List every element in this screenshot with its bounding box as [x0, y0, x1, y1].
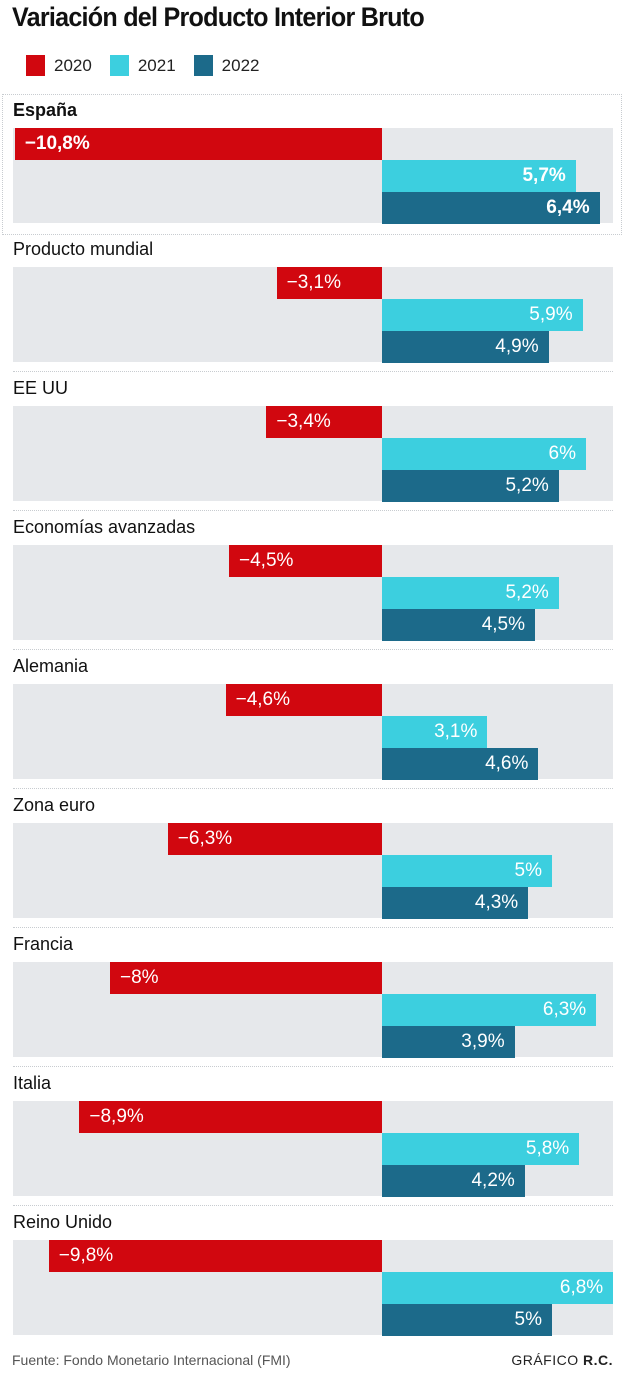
- legend-swatch: [109, 55, 129, 76]
- bar-2022: 4,5%: [382, 609, 535, 641]
- category-group: Zona euro −6,3% 5% 4,3%: [0, 795, 625, 934]
- data-label: 5,2%: [505, 475, 549, 496]
- data-label: −6,3%: [177, 828, 233, 849]
- legend-swatch: [193, 55, 213, 76]
- highlight-box: [2, 94, 622, 235]
- group-separator: [13, 788, 613, 789]
- bar-2022: 3,9%: [382, 1026, 515, 1058]
- category-label: Producto mundial: [13, 239, 154, 259]
- legend-label: 2021: [137, 55, 176, 75]
- bar-2020: −4,6%: [225, 684, 382, 716]
- category-label: Economías avanzadas: [13, 517, 196, 537]
- category-group: Francia −8% 6,3% 3,9%: [0, 934, 625, 1073]
- data-label: 4,6%: [485, 753, 529, 774]
- bar-2022: 4,3%: [382, 887, 529, 919]
- data-label: 4,2%: [471, 1170, 515, 1191]
- category-group: Alemania −4,6% 3,1% 4,6%: [0, 656, 625, 795]
- group-separator: [13, 649, 613, 650]
- data-label: 4,5%: [481, 614, 525, 635]
- category-label: Italia: [13, 1073, 52, 1093]
- category-label: Reino Unido: [13, 1212, 113, 1232]
- bar-2020: −6,3%: [167, 823, 382, 855]
- legend-label: 2022: [221, 55, 260, 75]
- data-label: 3,9%: [461, 1031, 505, 1052]
- bar-2020: −8%: [110, 962, 382, 994]
- bar-2021: 5,8%: [382, 1133, 580, 1165]
- group-separator: [13, 371, 613, 372]
- category-group: España −10,8% 5,7% 6,4%: [0, 100, 625, 239]
- data-label: −10,8%: [24, 133, 90, 154]
- data-label: −8,9%: [89, 1106, 144, 1127]
- category-label: Zona euro: [13, 795, 96, 815]
- data-label: 5%: [514, 1309, 542, 1330]
- bar-2022: 4,9%: [382, 331, 549, 363]
- category-group: Economías avanzadas −4,5% 5,2% 4,5%: [0, 517, 625, 656]
- bar-2021: 5%: [382, 855, 552, 887]
- data-label: −3,1%: [286, 272, 341, 293]
- data-label: 6,8%: [559, 1277, 604, 1298]
- data-label: 3,1%: [434, 721, 478, 742]
- category-label: España: [13, 100, 78, 120]
- bar-2020: −8,9%: [79, 1101, 382, 1133]
- data-label: 6,3%: [542, 999, 587, 1020]
- data-label: 5,9%: [529, 304, 573, 325]
- bar-2021: 6,8%: [382, 1272, 614, 1304]
- bar-2020: −3,4%: [266, 406, 382, 438]
- data-label: 4,3%: [474, 892, 519, 913]
- legend-item-2022: 2022: [193, 55, 260, 76]
- category-group: Reino Unido −9,8% 6,8% 5%: [0, 1212, 625, 1351]
- bar-2020: −10,8%: [14, 128, 382, 160]
- category-label: EE UU: [13, 378, 69, 398]
- bar-2020: −3,1%: [276, 267, 382, 299]
- bar-2021: 5,7%: [382, 160, 576, 192]
- legend-item-2021: 2021: [109, 55, 176, 76]
- category-label: Alemania: [13, 656, 89, 676]
- bar-2022: 5,2%: [382, 470, 559, 502]
- group-separator: [13, 1066, 613, 1067]
- data-label: 5,7%: [522, 165, 566, 186]
- data-label: 5,8%: [525, 1138, 570, 1159]
- bar-2020: −9,8%: [48, 1240, 382, 1272]
- data-label: −4,6%: [235, 689, 290, 710]
- data-label: 5%: [514, 860, 542, 881]
- group-separator: [13, 1205, 613, 1206]
- category-group: Producto mundial −3,1% 5,9% 4,9%: [0, 239, 625, 378]
- data-label: 6,4%: [546, 197, 590, 218]
- bar-2022: 6,4%: [382, 192, 600, 224]
- data-label: 5,2%: [505, 582, 549, 603]
- data-label: −8%: [120, 967, 159, 988]
- group-separator: [13, 927, 613, 928]
- bar-2022: 4,2%: [382, 1165, 525, 1197]
- chart-title: Variación del Producto Interior Bruto: [12, 2, 425, 32]
- bar-2021: 6,3%: [382, 994, 597, 1026]
- source-note: Fuente: Fondo Monetario Internacional (F…: [12, 1352, 291, 1368]
- credit-prefix: GRÁFICO: [511, 1352, 579, 1368]
- data-label: −4,5%: [239, 550, 294, 571]
- data-label: −3,4%: [276, 411, 331, 432]
- graphic-credit: GRÁFICO R.C.: [511, 1352, 613, 1368]
- legend-swatch: [26, 55, 45, 76]
- data-label: −9,8%: [58, 1245, 114, 1266]
- bar-2020: −4,5%: [229, 545, 382, 577]
- group-separator: [13, 510, 613, 511]
- bar-2022: 4,6%: [382, 748, 539, 780]
- legend-item-2020: 2020: [26, 55, 92, 76]
- bar-2021: 3,1%: [382, 716, 488, 748]
- legend: 2020 2021 2022: [26, 55, 277, 76]
- category-label: Francia: [13, 934, 74, 954]
- bar-2021: 5,2%: [382, 577, 559, 609]
- legend-label: 2020: [54, 55, 92, 75]
- data-label: 6%: [548, 443, 576, 464]
- bar-2022: 5%: [382, 1304, 552, 1336]
- data-label: 4,9%: [495, 336, 539, 357]
- credit-author: R.C.: [583, 1352, 613, 1368]
- bar-2021: 6%: [382, 438, 586, 470]
- bar-2021: 5,9%: [382, 299, 583, 331]
- category-group: EE UU −3,4% 6% 5,2%: [0, 378, 625, 517]
- category-group: Italia −8,9% 5,8% 4,2%: [0, 1073, 625, 1212]
